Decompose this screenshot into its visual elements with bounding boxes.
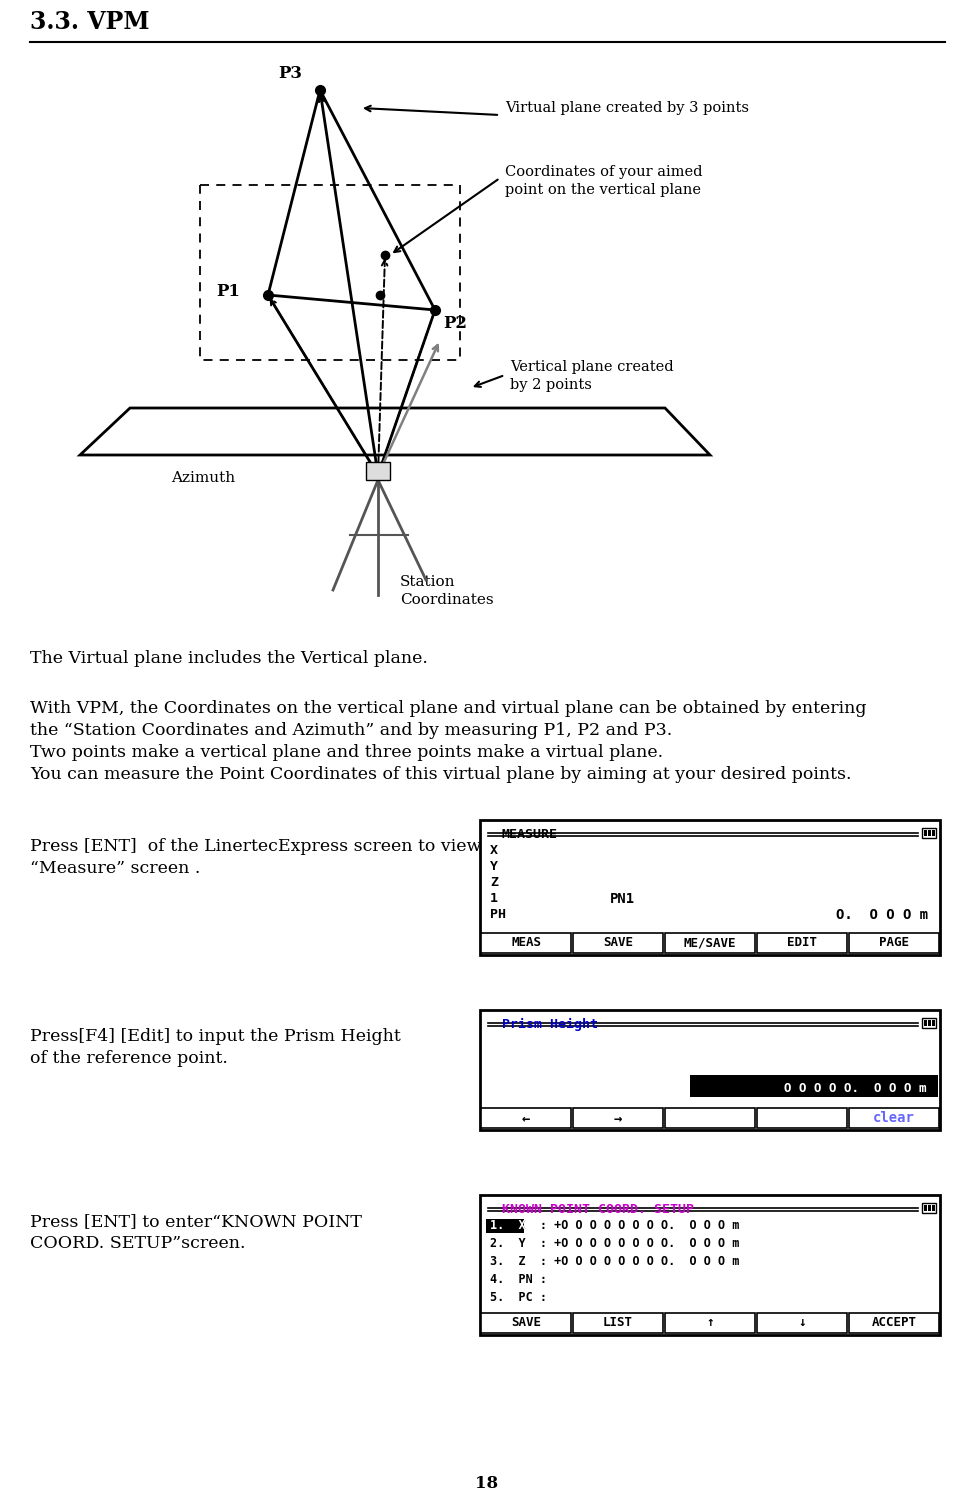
Polygon shape [200, 185, 460, 360]
FancyBboxPatch shape [849, 1312, 939, 1333]
Text: P3: P3 [278, 65, 302, 81]
FancyBboxPatch shape [573, 1312, 663, 1333]
FancyBboxPatch shape [757, 1108, 847, 1129]
Text: EDIT: EDIT [787, 936, 817, 950]
FancyBboxPatch shape [665, 1108, 755, 1129]
Text: LIST: LIST [603, 1317, 633, 1329]
Text: Azimuth: Azimuth [171, 471, 235, 485]
Text: COORD. SETUP”screen.: COORD. SETUP”screen. [30, 1236, 246, 1252]
Text: P2: P2 [443, 315, 467, 333]
Text: X: X [490, 844, 498, 856]
Text: PN1: PN1 [610, 892, 635, 906]
Text: With VPM, the Coordinates on the vertical plane and virtual plane can be obtaine: With VPM, the Coordinates on the vertica… [30, 700, 867, 716]
Text: ↓: ↓ [799, 1317, 805, 1329]
Text: SAVE: SAVE [511, 1317, 541, 1329]
Text: Press [ENT] to enter“KNOWN POINT: Press [ENT] to enter“KNOWN POINT [30, 1213, 362, 1230]
Text: You can measure the Point Coordinates of this virtual plane by aiming at your de: You can measure the Point Coordinates of… [30, 766, 851, 783]
Text: ↑: ↑ [706, 1317, 714, 1329]
Text: The Virtual plane includes the Vertical plane.: The Virtual plane includes the Vertical … [30, 650, 428, 667]
Text: 1: 1 [490, 892, 498, 905]
FancyBboxPatch shape [924, 829, 927, 835]
Text: →: → [614, 1111, 622, 1126]
Text: Y: Y [490, 859, 498, 873]
Text: MEAS: MEAS [511, 936, 541, 950]
FancyBboxPatch shape [480, 1010, 940, 1130]
Text: SAVE: SAVE [603, 936, 633, 950]
FancyBboxPatch shape [486, 1219, 524, 1233]
Text: 1.  X  : +O O O O O O O O.  O O O m: 1. X : +O O O O O O O O. O O O m [490, 1219, 739, 1233]
Text: Press [ENT]  of the LinertecExpress screen to view the: Press [ENT] of the LinertecExpress scree… [30, 838, 515, 855]
Text: Z: Z [490, 876, 498, 889]
FancyBboxPatch shape [924, 1020, 927, 1026]
Text: “Measure” screen .: “Measure” screen . [30, 859, 201, 877]
FancyBboxPatch shape [480, 1195, 940, 1335]
Text: 4.  PN :: 4. PN : [490, 1273, 547, 1285]
FancyBboxPatch shape [573, 933, 663, 953]
FancyBboxPatch shape [922, 1017, 936, 1028]
Text: ME/SAVE: ME/SAVE [683, 936, 736, 950]
FancyBboxPatch shape [366, 462, 390, 480]
Text: ACCEPT: ACCEPT [872, 1317, 916, 1329]
FancyBboxPatch shape [924, 1206, 927, 1212]
FancyBboxPatch shape [932, 1206, 935, 1212]
Text: Virtual plane created by 3 points: Virtual plane created by 3 points [505, 101, 749, 114]
Text: O.  O O O m: O. O O O m [836, 908, 928, 923]
Text: KNOWN POINT COORD. SETUP: KNOWN POINT COORD. SETUP [502, 1202, 694, 1216]
Text: 2.  Y  : +O O O O O O O O.  O O O m: 2. Y : +O O O O O O O O. O O O m [490, 1237, 739, 1251]
Text: Prism Height: Prism Height [502, 1017, 598, 1031]
Text: 3.3. VPM: 3.3. VPM [30, 11, 149, 35]
Text: PAGE: PAGE [879, 936, 909, 950]
Text: Press[F4] [Edit] to input the Prism Height: Press[F4] [Edit] to input the Prism Heig… [30, 1028, 401, 1044]
FancyBboxPatch shape [922, 1202, 936, 1213]
FancyBboxPatch shape [849, 1108, 939, 1129]
FancyBboxPatch shape [757, 1312, 847, 1333]
Text: ←: ← [522, 1111, 530, 1126]
Text: of the reference point.: of the reference point. [30, 1050, 228, 1067]
Text: P1: P1 [216, 283, 240, 301]
Text: MEASURE: MEASURE [502, 828, 558, 841]
Text: 18: 18 [476, 1475, 498, 1491]
Text: Vertical plane created
by 2 points: Vertical plane created by 2 points [510, 360, 674, 393]
FancyBboxPatch shape [928, 1020, 931, 1026]
Text: 5.  PC :: 5. PC : [490, 1291, 547, 1303]
FancyBboxPatch shape [481, 1312, 571, 1333]
FancyBboxPatch shape [690, 1075, 938, 1097]
Text: the “Station Coordinates and Azimuth” and by measuring P1, P2 and P3.: the “Station Coordinates and Azimuth” an… [30, 722, 672, 739]
FancyBboxPatch shape [665, 1312, 755, 1333]
Text: PH: PH [490, 908, 506, 921]
Text: clear: clear [873, 1111, 915, 1126]
Text: O O O O O.  O O O m: O O O O O. O O O m [784, 1082, 926, 1094]
FancyBboxPatch shape [928, 829, 931, 835]
FancyBboxPatch shape [932, 1020, 935, 1026]
FancyBboxPatch shape [573, 1108, 663, 1129]
FancyBboxPatch shape [849, 933, 939, 953]
Text: 3.  Z  : +O O O O O O O O.  O O O m: 3. Z : +O O O O O O O O. O O O m [490, 1255, 739, 1269]
FancyBboxPatch shape [757, 933, 847, 953]
FancyBboxPatch shape [922, 828, 936, 838]
FancyBboxPatch shape [480, 820, 940, 956]
FancyBboxPatch shape [932, 829, 935, 835]
Text: 1.  X: 1. X [490, 1219, 526, 1233]
Text: Two points make a vertical plane and three points make a virtual plane.: Two points make a vertical plane and thr… [30, 743, 663, 762]
Polygon shape [80, 408, 710, 455]
FancyBboxPatch shape [928, 1206, 931, 1212]
Text: Coordinates of your aimed
point on the vertical plane: Coordinates of your aimed point on the v… [505, 166, 703, 197]
FancyBboxPatch shape [481, 1108, 571, 1129]
FancyBboxPatch shape [665, 933, 755, 953]
FancyBboxPatch shape [481, 933, 571, 953]
Text: Station
Coordinates: Station Coordinates [400, 575, 493, 608]
